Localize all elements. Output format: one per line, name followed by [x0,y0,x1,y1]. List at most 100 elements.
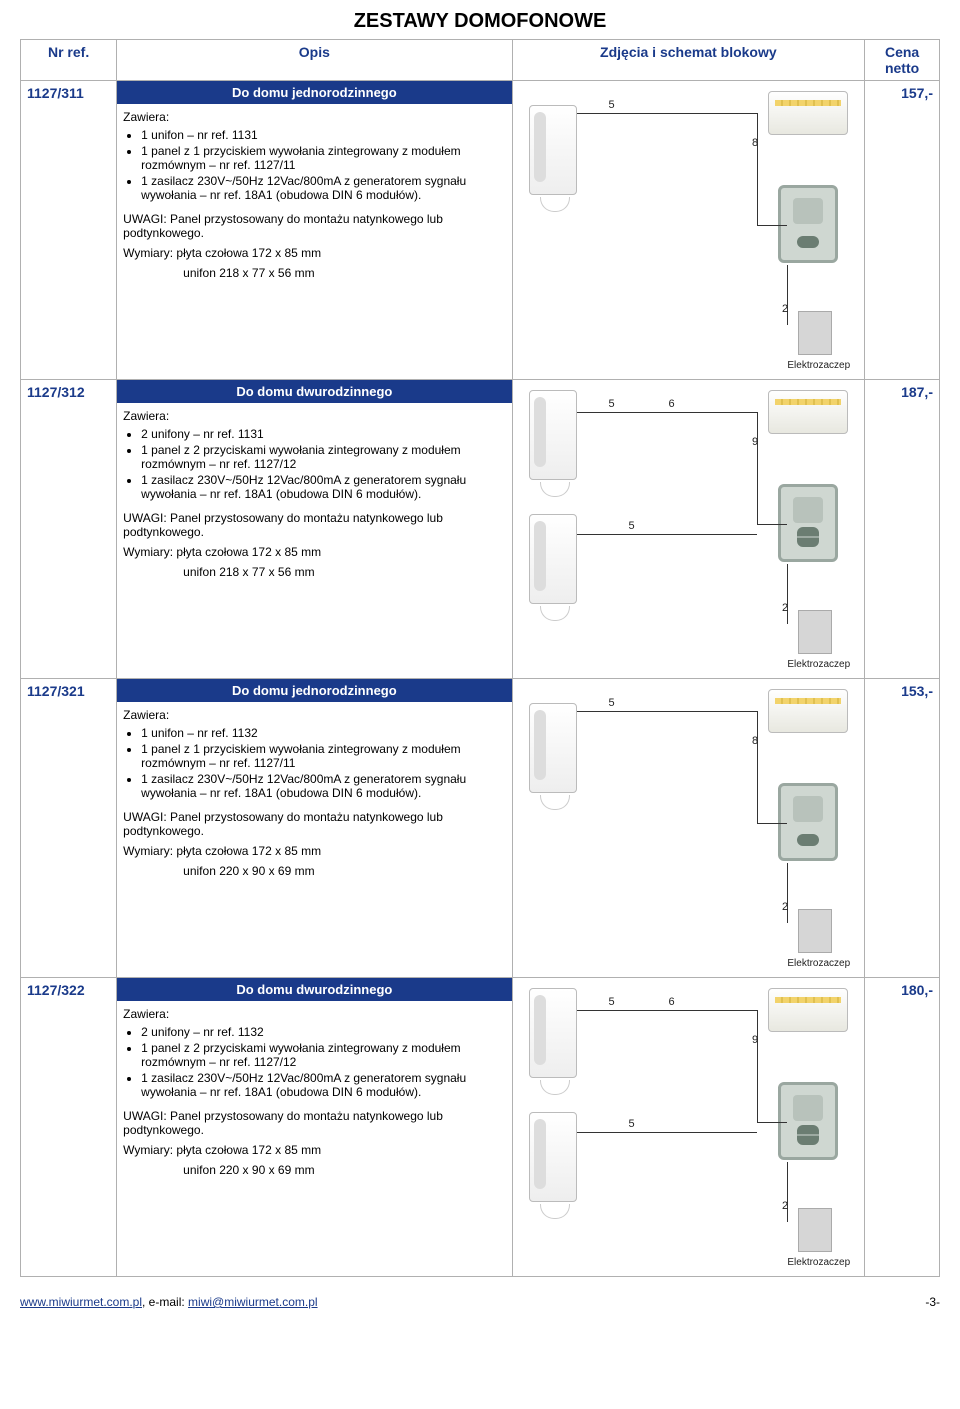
list-item: 1 zasilacz 230V~/50Hz 12Vac/800mA z gene… [141,1071,505,1099]
dims-line: Wymiary: płyta czołowa 172 x 85 mm [123,844,505,858]
dims-line: Wymiary: płyta czołowa 172 x 85 mm [123,246,505,260]
wire [787,265,788,325]
footer: www.miwiurmet.com.pl, e-mail: miwi@miwiu… [20,1295,940,1309]
wire-label: 9 [752,436,758,448]
col-price: Cena netto [865,40,940,81]
phone-icon [529,988,577,1078]
ref-cell: 1127/311 [21,81,117,380]
dims-line: unifon 220 x 90 x 69 mm [123,864,505,878]
list-item: 1 panel z 2 przyciskami wywołania zinteg… [141,1041,505,1069]
panel-icon [778,185,838,263]
phone-icon [529,1112,577,1202]
wire-label: 2 [782,901,788,913]
wire [577,412,757,413]
footer-page-num: -3- [925,1295,940,1309]
list-item: 2 unifony – nr ref. 1132 [141,1025,505,1039]
footer-email[interactable]: miwi@miwiurmet.com.pl [188,1295,318,1309]
phone-icon [529,514,577,604]
desc-cell: Do domu dwurodzinnego Zawiera: 2 unifony –… [117,380,512,679]
uwagi-note: UWAGI: Panel przystosowany do montażu na… [123,1109,505,1137]
col-ref: Nr ref. [21,40,117,81]
elektrozaczep-label: Elektrozaczep [787,659,850,670]
wire-label: 8 [752,735,758,747]
wire [577,534,757,535]
wire [757,524,787,525]
wire-label: 2 [782,1200,788,1212]
phone-icon [529,105,577,195]
wire-label: 2 [782,303,788,315]
wire [757,823,787,824]
wire-label: 8 [752,137,758,149]
subheader: Do domu dwurodzinnego [117,380,511,403]
list-item: 1 panel z 1 przyciskiem wywołania zinteg… [141,742,505,770]
list-item: 1 unifon – nr ref. 1132 [141,726,505,740]
psu-icon [768,988,848,1032]
phone-icon [529,703,577,793]
diagram: Elektrozaczep95652 [519,384,859,674]
price-cell: 157,- [865,81,940,380]
panel-icon [778,783,838,861]
items-list: 1 unifon – nr ref. 1131 1 panel z 1 przyc… [123,128,505,202]
diagram-cell: Elektrozaczep95652 [512,380,865,679]
panel-icon [778,1082,838,1160]
ref-cell: 1127/322 [21,978,117,1277]
wire [787,1162,788,1222]
wire [757,225,787,226]
list-item: 1 panel z 1 przyciskiem wywołania zinteg… [141,144,505,172]
diagram-cell: Elektrozaczep95652 [512,978,865,1277]
zawiera-label: Zawiera: [123,409,505,423]
elektrozaczep-icon [798,610,832,654]
zawiera-label: Zawiera: [123,708,505,722]
subheader: Do domu jednorodzinnego [117,81,511,104]
items-list: 2 unifony – nr ref. 1132 1 panel z 2 przy… [123,1025,505,1099]
wire-label: 5 [629,1118,635,1130]
wire-label: 9 [752,1034,758,1046]
list-item: 1 unifon – nr ref. 1131 [141,128,505,142]
price-cell: 187,- [865,380,940,679]
uwagi-note: UWAGI: Panel przystosowany do montażu na… [123,810,505,838]
page-title: ZESTAWY DOMOFONOWE [20,10,940,33]
ref-cell: 1127/312 [21,380,117,679]
wire-label: 5 [609,398,615,410]
footer-sep: , e-mail: [142,1295,188,1309]
diagram-cell: Elektrozaczep852 [512,81,865,380]
diagram: Elektrozaczep852 [519,683,859,973]
list-item: 1 zasilacz 230V~/50Hz 12Vac/800mA z gene… [141,473,505,501]
col-desc: Opis [117,40,512,81]
product-table: Nr ref. Opis Zdjęcia i schemat blokowy C… [20,39,940,1277]
dims-line: unifon 218 x 77 x 56 mm [123,565,505,579]
panel-icon [778,484,838,562]
wire [757,412,758,424]
dims-line: unifon 218 x 77 x 56 mm [123,266,505,280]
wire-label: 6 [669,398,675,410]
wire [577,1010,757,1011]
list-item: 1 panel z 2 przyciskami wywołania zinteg… [141,443,505,471]
subheader: Do domu jednorodzinnego [117,679,511,702]
footer-url[interactable]: www.miwiurmet.com.pl [20,1295,142,1309]
subheader: Do domu dwurodzinnego [117,978,511,1001]
elektrozaczep-icon [798,909,832,953]
list-item: 1 zasilacz 230V~/50Hz 12Vac/800mA z gene… [141,174,505,202]
wire [577,711,757,712]
dims-line: Wymiary: płyta czołowa 172 x 85 mm [123,545,505,559]
items-list: 2 unifony – nr ref. 1131 1 panel z 2 przy… [123,427,505,501]
list-item: 2 unifony – nr ref. 1131 [141,427,505,441]
desc-cell: Do domu jednorodzinnego Zawiera: 1 unifon … [117,679,512,978]
diagram: Elektrozaczep95652 [519,982,859,1272]
wire [577,1132,757,1133]
diagram: Elektrozaczep852 [519,85,859,375]
desc-cell: Do domu dwurodzinnegoZawiera:2 unifony –… [117,978,512,1277]
zawiera-label: Zawiera: [123,110,505,124]
wire-label: 5 [609,996,615,1008]
price-cell: 153,- [865,679,940,978]
dims-line: Wymiary: płyta czołowa 172 x 85 mm [123,1143,505,1157]
psu-icon [768,91,848,135]
wire [577,113,757,114]
wire-label: 2 [782,602,788,614]
wire [757,1122,787,1123]
uwagi-note: UWAGI: Panel przystosowany do montażu na… [123,511,505,539]
elektrozaczep-icon [798,311,832,355]
elektrozaczep-label: Elektrozaczep [787,360,850,371]
list-item: 1 zasilacz 230V~/50Hz 12Vac/800mA z gene… [141,772,505,800]
ref-cell: 1127/321 [21,679,117,978]
